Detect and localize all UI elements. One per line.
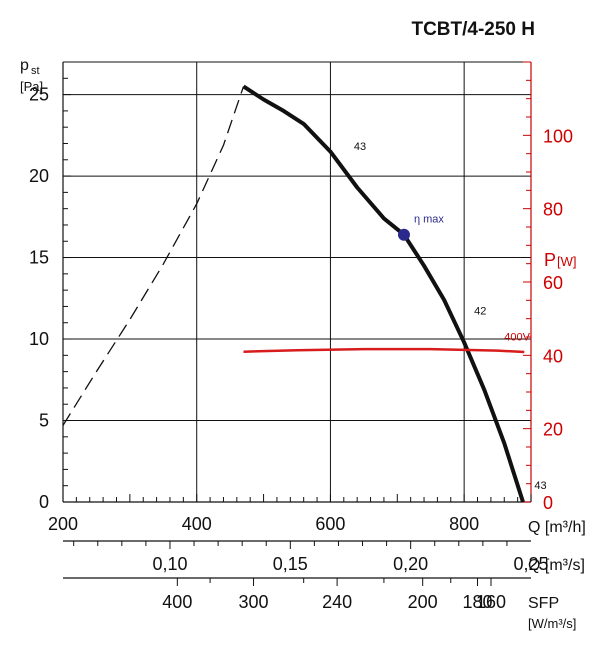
x-axis-label-m3s: Q [m³/s]	[528, 557, 585, 574]
power-series-label: 400V	[504, 332, 530, 344]
y-left-tick-label: 20	[29, 166, 49, 186]
y-right-tick-label: 0	[543, 493, 553, 513]
eta-max-point	[397, 228, 410, 241]
sfp-unit: [W/m³/s]	[528, 616, 576, 631]
curve-annotation: 42	[474, 306, 486, 318]
chart-axes	[62, 61, 532, 503]
q-m3s-tick-label: 0,20	[393, 554, 428, 574]
sfp-tick-label: 160	[476, 592, 506, 612]
y-right-axis-label: P [W]	[544, 250, 577, 270]
y-left-axis-label: p st [Pa]	[20, 57, 43, 94]
curve-annotation: 43	[354, 141, 366, 153]
chart-title: TCBT/4-250 H	[411, 19, 535, 40]
sfp-tick-label: 400	[162, 592, 192, 612]
x-tick-label: 600	[315, 514, 345, 534]
q-m3s-tick-label: 0,15	[273, 554, 308, 574]
stall-line	[62, 86, 245, 426]
q-m3s-tick-label: 0,25	[513, 554, 548, 574]
y-right-label-p: P	[544, 250, 556, 270]
y-left-tick-label: 25	[29, 85, 49, 105]
pressure-curve	[242, 84, 525, 503]
y-left-tick-label: 0	[39, 492, 49, 512]
chart-grid	[63, 62, 531, 502]
x-tick-label: 200	[48, 514, 78, 534]
y-right-tick-label: 20	[543, 420, 563, 440]
y-left-tick-label: 10	[29, 329, 49, 349]
chart-ticks: 0 5 10 15 20 25 0 20 40 60 80 100 200 400 600 800	[29, 61, 573, 534]
chart-labels: η max 43 42 43 400V	[354, 141, 547, 492]
chart-curves	[62, 84, 525, 503]
sfp-tick-label: 200	[408, 592, 438, 612]
q-m3s-tick-label: 0,10	[152, 554, 187, 574]
power-curve-400v	[243, 347, 525, 354]
y-right-tick-label: 80	[543, 200, 563, 220]
y-left-tick-label: 15	[29, 248, 49, 268]
x-axis-label-m3h: Q [m³/h]	[528, 519, 586, 536]
x-tick-label: 400	[182, 514, 212, 534]
y-left-label-p: p	[20, 57, 29, 74]
eta-max-label: η max	[414, 214, 444, 226]
y-right-unit: [W]	[557, 254, 577, 269]
y-right-tick-label: 60	[543, 273, 563, 293]
y-left-tick-label: 5	[39, 411, 49, 431]
y-left-label-sub: st	[31, 65, 40, 77]
sfp-tick-label: 300	[239, 592, 269, 612]
curve-annotation: 43	[534, 480, 546, 492]
sfp-tick-label: 180	[462, 592, 492, 612]
x-tick-label: 800	[449, 514, 479, 534]
y-right-tick-label: 100	[543, 126, 573, 146]
sfp-label: SFP	[528, 595, 559, 612]
y-right-tick-label: 40	[543, 346, 563, 366]
y-left-unit: [Pa]	[20, 79, 43, 94]
sfp-tick-label: 240	[322, 592, 352, 612]
